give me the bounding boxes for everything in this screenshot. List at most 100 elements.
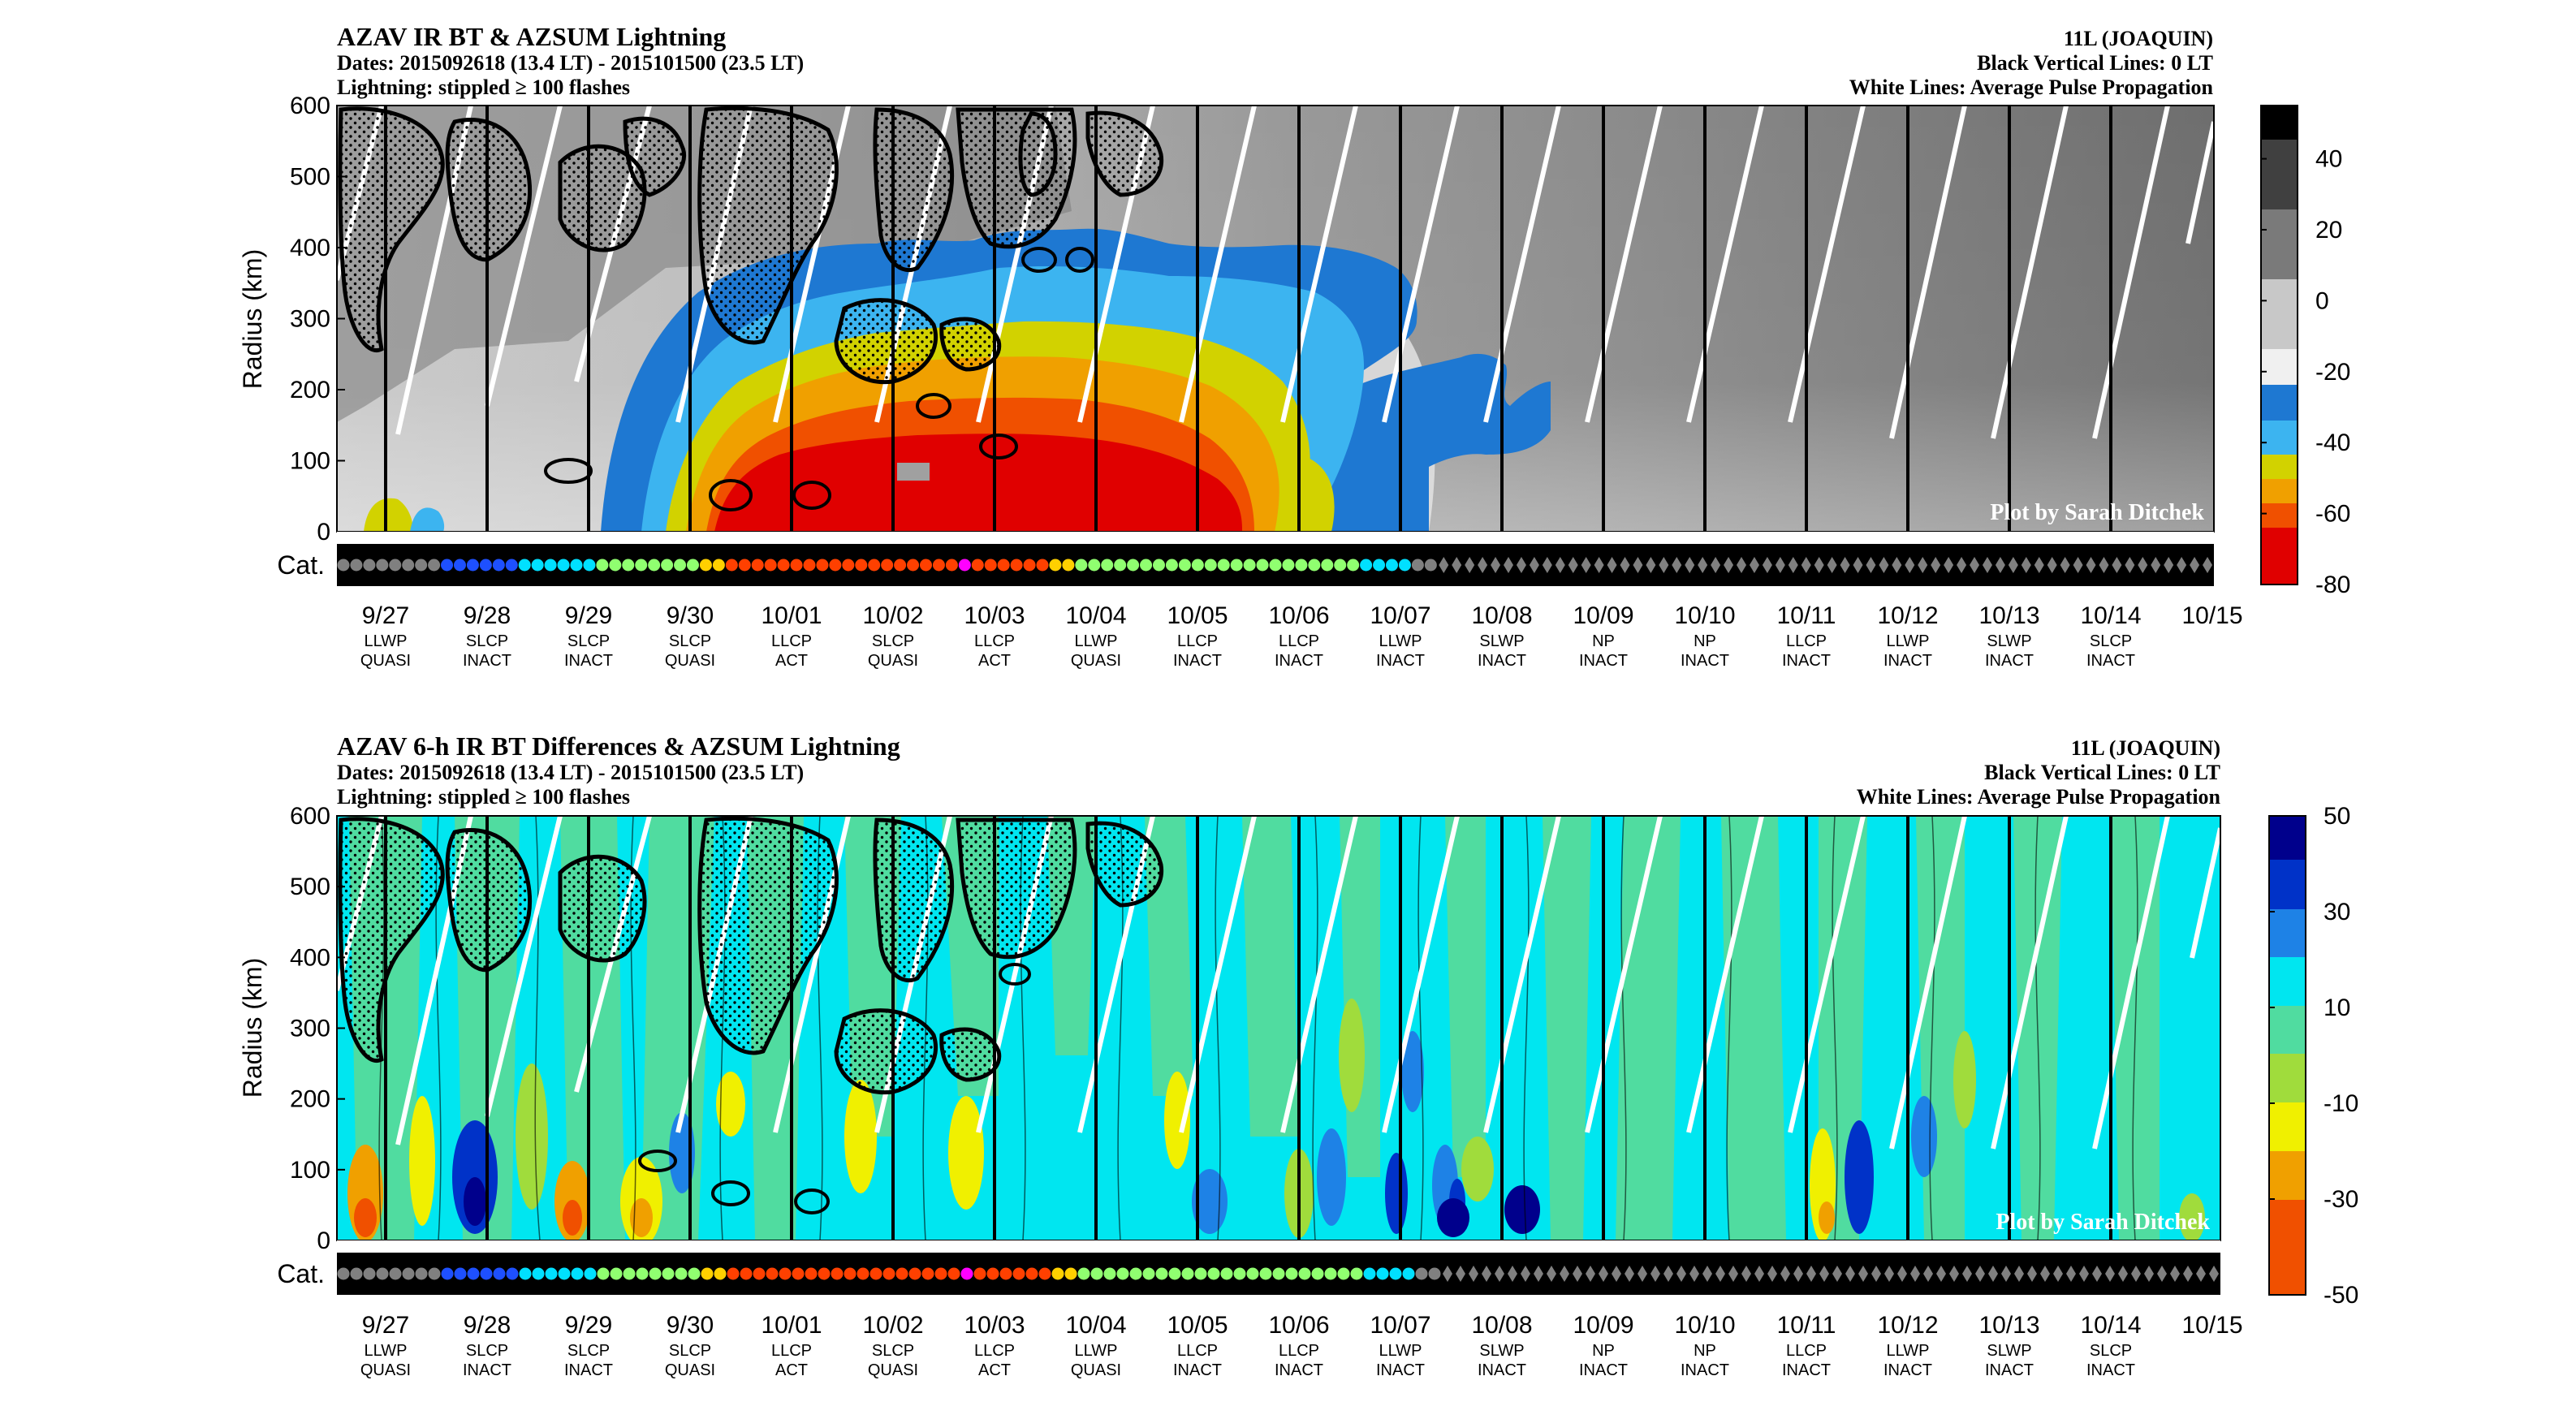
lightning-state-label: INACT xyxy=(1782,1361,1831,1379)
category-marker-C4 xyxy=(790,559,803,572)
category-marker-EX xyxy=(1910,1266,1920,1282)
pulse-type-label: SLWP xyxy=(1987,632,2031,650)
lightning-state-label: ACT xyxy=(775,1361,808,1379)
date-tick-label: 9/28 xyxy=(464,602,511,629)
top-title: AZAV IR BT & AZSUM Lightning xyxy=(337,22,726,51)
category-marker-EX xyxy=(1542,557,1552,573)
category-marker-C2 xyxy=(597,1267,610,1280)
category-marker-EX xyxy=(1516,557,1526,573)
category-marker-C4 xyxy=(857,1267,869,1280)
category-marker-C4 xyxy=(999,1267,1012,1280)
category-marker-C1 xyxy=(1389,1267,1402,1280)
category-marker-EX xyxy=(2060,557,2070,573)
category-marker-EX xyxy=(1443,1266,1452,1282)
category-marker-EX xyxy=(2164,557,2174,573)
category-marker-C4 xyxy=(816,559,829,572)
category-marker-EX xyxy=(1646,557,1656,573)
date-tick-label: 10/09 xyxy=(1573,1312,1633,1339)
category-marker-C1 xyxy=(557,559,570,572)
pulse-type-label: NP xyxy=(1694,632,1716,650)
category-marker-C2 xyxy=(609,559,622,572)
category-marker-C2 xyxy=(1308,559,1321,572)
date-tick-label: 10/12 xyxy=(1877,1312,1938,1339)
date-tick-label: 10/07 xyxy=(1370,1312,1430,1339)
bottom-y-axis-label: Radius (km) xyxy=(238,958,267,1098)
category-marker-C1 xyxy=(1398,559,1411,572)
category-marker-C2 xyxy=(1230,559,1243,572)
pulse-type-label: SLCP xyxy=(872,632,914,650)
category-marker-C4 xyxy=(882,1267,895,1280)
lightning-state-label: INACT xyxy=(1579,1361,1628,1379)
top-legend-white-lines: White Lines: Average Pulse Propagation xyxy=(1849,75,2214,99)
pulse-type-label: LLWP xyxy=(1075,632,1118,650)
category-marker-EX xyxy=(1995,557,2005,573)
bottom-cat-label: Cat. xyxy=(277,1259,325,1288)
category-marker-C1 xyxy=(531,559,544,572)
lightning-state-label: INACT xyxy=(1478,652,1526,670)
category-marker-TD xyxy=(415,559,428,572)
lightning-state-label: INACT xyxy=(2086,652,2135,670)
category-marker-C2 xyxy=(688,1267,701,1280)
category-marker-EX xyxy=(1676,1266,1686,1282)
bottom-subtitle-2: Lightning: stippled ≥ 100 flashes xyxy=(337,785,630,809)
category-marker-C2 xyxy=(1347,559,1360,572)
category-marker-C4 xyxy=(945,559,958,572)
y-tick-label: 600 xyxy=(290,803,330,830)
category-marker-C4 xyxy=(934,1267,947,1280)
colorbar-tick-label: -20 xyxy=(2315,359,2350,386)
category-marker-C4 xyxy=(1010,559,1023,572)
category-marker-C4 xyxy=(1023,559,1036,572)
category-marker-C3 xyxy=(701,1267,714,1280)
category-marker-EX xyxy=(2157,1266,2167,1282)
lightning-state-label: QUASI xyxy=(360,1361,411,1379)
y-tick-label: 600 xyxy=(290,93,330,119)
category-marker-C2 xyxy=(1282,559,1295,572)
category-marker-EX xyxy=(1767,1266,1777,1282)
category-marker-EX xyxy=(1982,557,1992,573)
category-marker-EX xyxy=(1612,1266,1621,1282)
category-marker-EX xyxy=(1975,1266,1985,1282)
category-marker-C2 xyxy=(1075,559,1088,572)
category-marker-C4 xyxy=(751,559,764,572)
category-marker-C2 xyxy=(1114,559,1127,572)
category-marker-EX xyxy=(2027,1266,2037,1282)
category-marker-EX xyxy=(1568,557,1578,573)
lightning-state-label: ACT xyxy=(775,652,808,670)
category-marker-C2 xyxy=(1116,1267,1129,1280)
top-y-axis-label: Radius (km) xyxy=(238,249,267,389)
lightning-state-label: INACT xyxy=(1173,652,1222,670)
bottom-y-axis: 0 100 200 300 400 500 600 xyxy=(290,803,345,1254)
category-marker-EX xyxy=(2021,557,2031,573)
category-marker-C3 xyxy=(1051,1267,1064,1280)
bottom-credit: Plot by Sarah Ditchek xyxy=(1996,1210,2210,1235)
pulse-type-label: NP xyxy=(1694,1342,1716,1360)
category-marker-EX xyxy=(1469,1266,1478,1282)
category-marker-C2 xyxy=(1155,1267,1168,1280)
category-marker-C2 xyxy=(686,559,699,572)
bottom-anomaly-spots xyxy=(347,999,2205,1246)
category-marker-C4 xyxy=(805,1267,818,1280)
category-marker-C1 xyxy=(1376,1267,1389,1280)
category-marker-TS xyxy=(441,559,454,572)
category-marker-C2 xyxy=(1103,1267,1116,1280)
bottom-storm-name: 11L (JOAQUIN) xyxy=(2071,736,2220,760)
category-marker-C4 xyxy=(725,559,738,572)
top-date-axis: 9/27 LLWP QUASI 9/28 SLCP INACT 9/29 SLCP INACT 9… xyxy=(360,602,2243,670)
category-marker-EX xyxy=(1547,1266,1556,1282)
top-colorbar-ticks: 40 20 0 -20 -40 -60 -80 xyxy=(2261,146,2350,598)
date-tick-label: 10/04 xyxy=(1065,1312,1126,1339)
top-plot-area: Plot by Sarah Ditchek xyxy=(334,105,2216,533)
category-marker-EX xyxy=(1689,1266,1699,1282)
date-tick-label: 10/12 xyxy=(1877,602,1938,629)
pulse-type-label: LLCP xyxy=(974,1342,1015,1360)
category-marker-C1 xyxy=(583,559,596,572)
category-marker-EX xyxy=(1832,1266,1842,1282)
category-marker-EX xyxy=(1780,1266,1790,1282)
category-marker-EX xyxy=(1698,557,1708,573)
category-marker-EX xyxy=(1581,557,1591,573)
category-marker-EX xyxy=(1749,557,1759,573)
colorbar-tick-label: -40 xyxy=(2315,429,2350,456)
category-marker-EX xyxy=(1962,1266,1972,1282)
bottom-legend-black-lines: Black Vertical Lines: 0 LT xyxy=(1984,761,2220,784)
category-marker-EX xyxy=(2008,557,2018,573)
